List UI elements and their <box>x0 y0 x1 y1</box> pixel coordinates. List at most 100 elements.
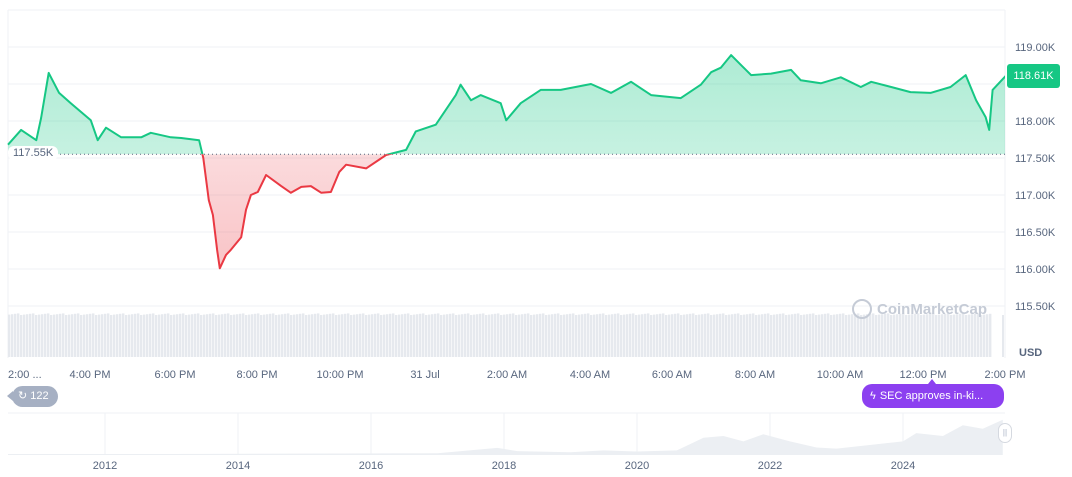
volume-bar <box>182 313 185 357</box>
volume-bar <box>305 315 308 357</box>
volume-bar <box>434 313 437 357</box>
volume-bar <box>86 314 89 357</box>
volume-bar <box>752 313 755 357</box>
volume-bar <box>254 313 257 357</box>
volume-bar <box>407 313 410 357</box>
volume-bar <box>437 313 440 357</box>
volume-bar <box>455 315 458 357</box>
volume-bar <box>710 315 713 357</box>
volume-bar <box>827 313 830 357</box>
volume-bar <box>461 314 464 357</box>
y-tick-label: 116.50K <box>1015 227 1056 239</box>
volume-bar <box>242 313 245 357</box>
volume-bar <box>491 314 494 357</box>
volume-bar <box>296 314 299 357</box>
volume-bar <box>245 315 248 357</box>
volume-bar <box>44 313 47 357</box>
navigator-handle[interactable]: || <box>998 423 1012 443</box>
volume-bar <box>212 313 215 357</box>
volume-bar <box>8 314 11 357</box>
volume-bar <box>389 313 392 357</box>
volume-bar <box>65 315 68 357</box>
volume-bar <box>620 315 623 357</box>
volume-bar <box>509 313 512 357</box>
volume-bar <box>839 313 842 357</box>
volume-bar <box>404 313 407 357</box>
volume-bar <box>485 315 488 357</box>
volume-bar <box>224 313 227 357</box>
navigator-year-label: 2024 <box>891 460 915 472</box>
volume-bar <box>587 313 590 357</box>
volume-bar <box>152 313 155 357</box>
navigator-year-label: 2016 <box>359 460 383 472</box>
volume-bar <box>35 315 38 357</box>
volume-bar <box>371 314 374 357</box>
volume-bar <box>806 314 809 357</box>
volume-bar <box>857 313 860 357</box>
volume-bar <box>554 313 557 357</box>
volume-bar <box>50 315 53 357</box>
volume-bar <box>851 314 854 357</box>
volume-bar <box>542 313 545 357</box>
volume-bar <box>422 313 425 357</box>
volume-bar <box>941 314 944 357</box>
volume-bar <box>962 313 965 357</box>
x-tick-label: 10:00 AM <box>817 369 863 381</box>
volume-bar <box>221 314 224 357</box>
volume-bar <box>932 313 935 357</box>
volume-bar <box>419 313 422 357</box>
volume-bar <box>416 314 419 357</box>
volume-bar <box>875 315 878 357</box>
volume-bar <box>917 313 920 357</box>
volume-bar <box>515 315 518 357</box>
volume-bar <box>200 315 203 357</box>
volume-bar <box>257 313 260 357</box>
volume-bar <box>911 314 914 357</box>
volume-bar <box>440 315 443 357</box>
volume-bar <box>446 314 449 357</box>
volume-bar <box>101 314 104 357</box>
volume-bar <box>728 314 731 357</box>
volume-bar <box>653 314 656 357</box>
volume-bar <box>323 314 326 357</box>
volume-bar <box>467 313 470 357</box>
volume-bar <box>335 315 338 357</box>
volume-bar <box>185 315 188 357</box>
volume-bar <box>329 313 332 357</box>
volume-bar <box>125 315 128 357</box>
navigator-year-label: 2022 <box>758 460 782 472</box>
volume-bar <box>581 314 584 357</box>
x-tick-label: 4:00 AM <box>570 369 610 381</box>
volume-bar <box>215 315 218 357</box>
volume-bar <box>905 315 908 357</box>
volume-bar <box>227 313 230 357</box>
currency-label: USD <box>1019 347 1043 359</box>
volume-bar <box>884 313 887 357</box>
navigator-area <box>8 419 1003 455</box>
watermark: CoinMarketCap <box>852 299 987 319</box>
volume-bar <box>713 314 716 357</box>
volume-bar <box>734 313 737 357</box>
volume-bar <box>104 313 107 357</box>
volume-bar <box>602 313 605 357</box>
volume-bar <box>629 313 632 357</box>
volume-bar <box>428 314 431 357</box>
volume-bar <box>605 315 608 357</box>
volume-bar <box>563 314 566 357</box>
news-event-button[interactable]: ϟ SEC approves in-ki... <box>862 379 1004 408</box>
volume-bar <box>533 314 536 357</box>
volume-bar <box>635 315 638 357</box>
volume-bar <box>512 313 515 357</box>
volume-bar <box>194 313 197 357</box>
volume-bar <box>701 314 704 357</box>
volume-bar <box>926 314 929 357</box>
history-count-button[interactable]: ↻ 122 <box>7 386 58 407</box>
volume-bar <box>362 313 365 357</box>
volume-bar <box>233 314 236 357</box>
volume-bar <box>107 313 110 357</box>
volume-bar <box>545 315 548 357</box>
volume-bar <box>689 313 692 357</box>
volume-bar <box>788 314 791 357</box>
volume-bar <box>218 314 221 357</box>
volume-bar <box>818 314 821 357</box>
